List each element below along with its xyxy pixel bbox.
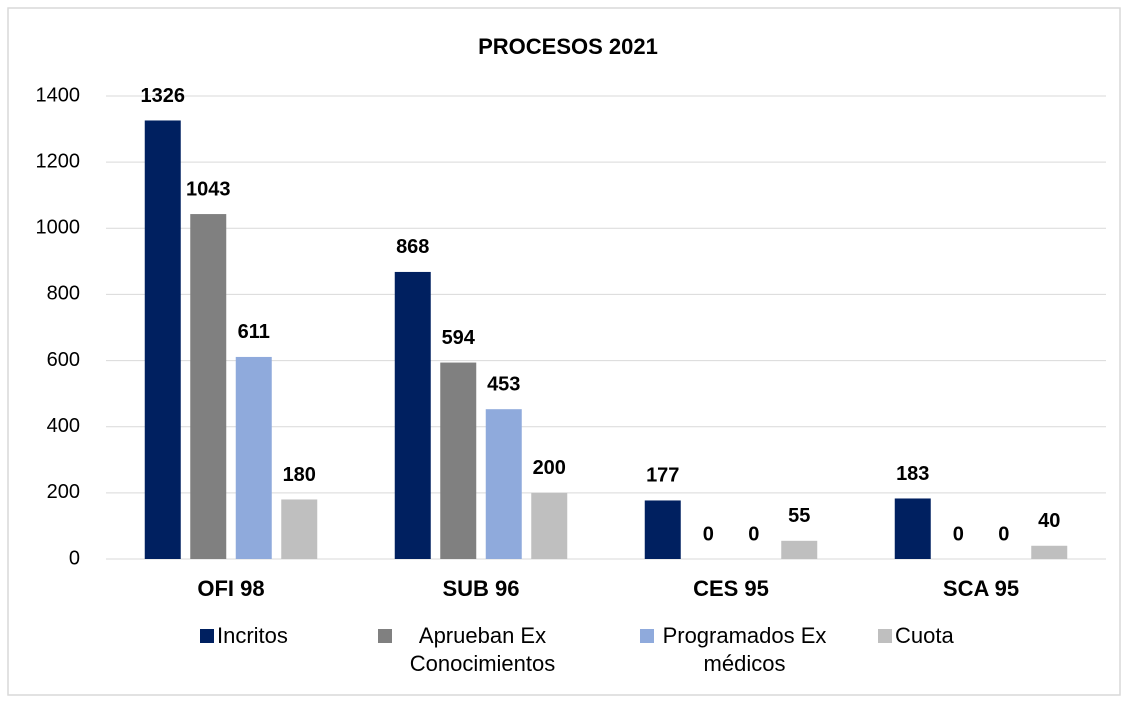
bar <box>440 362 477 559</box>
legend-label: Aprueban Ex Conocimientos <box>409 623 556 676</box>
chart-title: PROCESOS 2021 <box>478 34 658 59</box>
x-tick-label: CES 95 <box>693 576 769 601</box>
legend-swatch <box>200 629 214 643</box>
data-label: 1043 <box>186 178 231 200</box>
data-label: 611 <box>238 321 270 343</box>
data-label: 55 <box>788 505 810 527</box>
data-label: 183 <box>896 463 929 485</box>
x-tick-label: SUB 96 <box>442 576 519 601</box>
legend-swatch <box>378 629 392 643</box>
x-tick-label: OFI 98 <box>197 576 264 601</box>
data-label: 0 <box>953 523 964 545</box>
data-label: 180 <box>283 464 316 486</box>
bar <box>485 409 522 559</box>
x-tick-label: SCA 95 <box>943 576 1019 601</box>
data-label: 868 <box>396 236 429 258</box>
legend-item: Cuota <box>878 622 954 650</box>
legend-swatch <box>878 629 892 643</box>
bar <box>394 271 431 559</box>
bar <box>1031 545 1068 559</box>
bar <box>281 499 318 559</box>
legend-item: Programados Ex médicos <box>640 622 832 678</box>
bar <box>235 356 272 559</box>
y-tick-label: 200 <box>47 481 80 503</box>
bar <box>644 500 681 559</box>
data-label: 1326 <box>141 85 186 107</box>
legend-item: Aprueban Ex Conocimientos <box>378 622 570 678</box>
legend-label: Cuota <box>895 623 954 648</box>
data-label: 594 <box>442 327 476 349</box>
y-tick-label: 600 <box>47 349 80 371</box>
bar <box>781 540 818 559</box>
y-tick-label: 1400 <box>36 84 81 106</box>
bar <box>144 120 181 560</box>
bar <box>894 498 931 559</box>
y-tick-label: 800 <box>47 283 80 305</box>
data-label: 200 <box>533 457 566 479</box>
data-label: 0 <box>998 523 1009 545</box>
legend-label: Programados Ex médicos <box>662 623 827 676</box>
legend-swatch <box>640 629 654 643</box>
y-tick-label: 400 <box>47 415 80 437</box>
bar <box>190 214 227 559</box>
y-tick-label: 1000 <box>36 217 81 239</box>
bar <box>531 492 568 559</box>
data-label: 453 <box>487 373 520 395</box>
y-tick-label: 1200 <box>36 150 81 172</box>
data-label: 177 <box>646 465 679 487</box>
data-label: 0 <box>748 523 759 545</box>
y-tick-label: 0 <box>69 547 80 569</box>
legend-label: Incritos <box>217 623 288 648</box>
legend-item: Incritos <box>200 622 288 650</box>
data-label: 40 <box>1038 510 1060 532</box>
data-label: 0 <box>703 523 714 545</box>
